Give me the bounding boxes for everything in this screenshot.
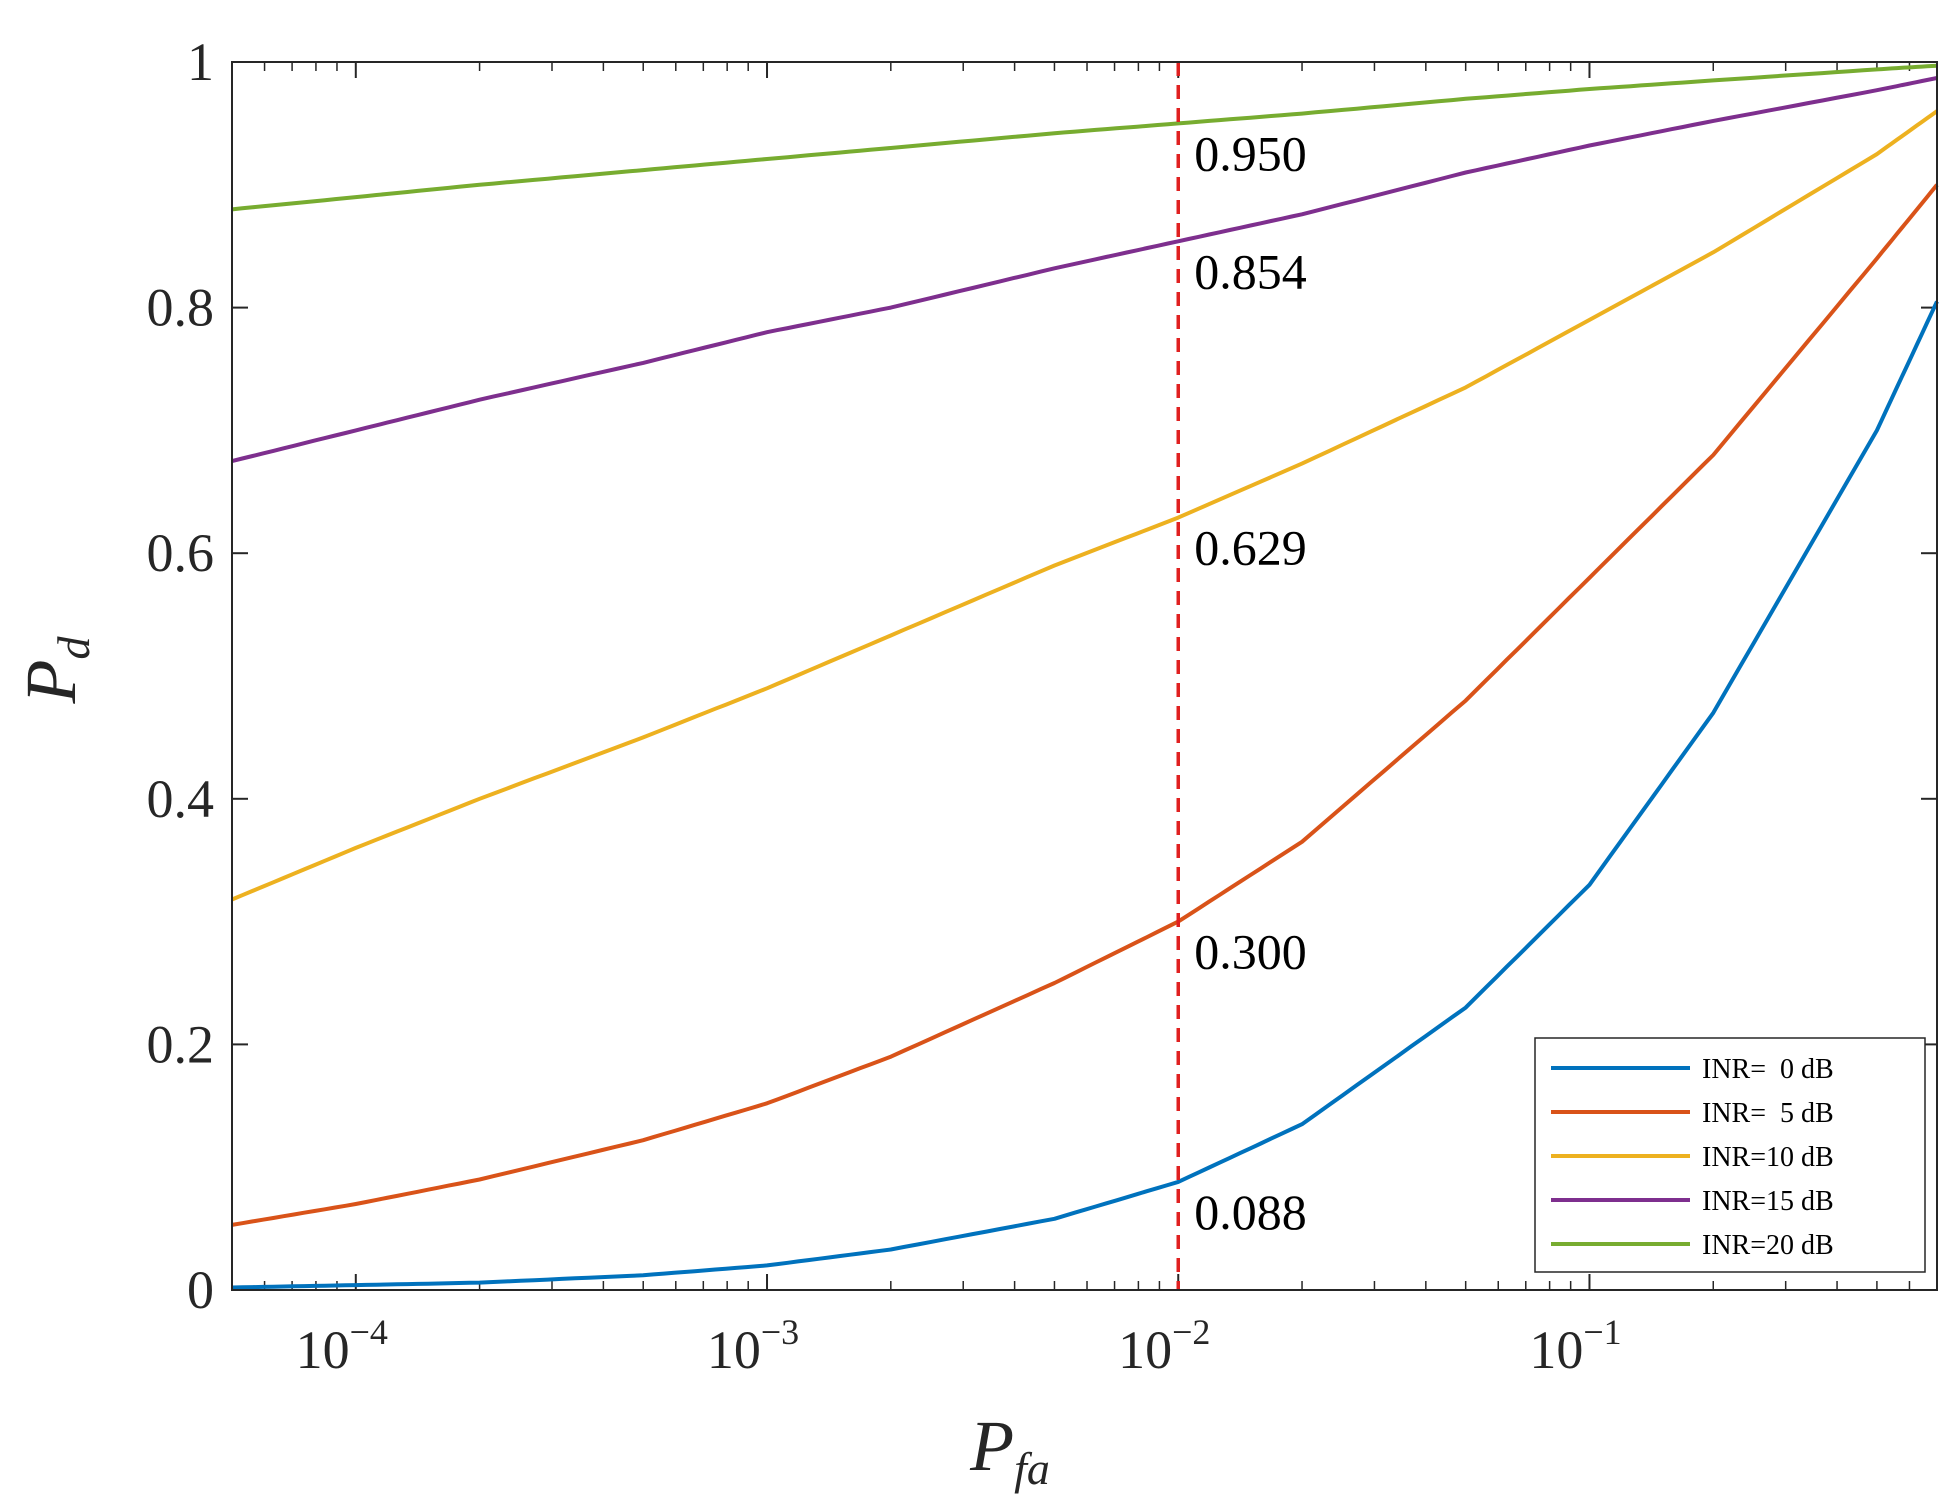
y-tick-label: 0.8 bbox=[147, 278, 215, 338]
series-line-4 bbox=[231, 63, 1938, 212]
series-line-0 bbox=[231, 300, 1939, 1290]
y-tick-labels: 0 0.2 0.4 0.6 0.8 1 bbox=[147, 32, 215, 1320]
x-tick-label-base: 10 bbox=[296, 1320, 350, 1380]
y-tick-label: 0.2 bbox=[147, 1014, 215, 1074]
value-annotation: 0.629 bbox=[1194, 520, 1307, 576]
y-axis-title: Pd bbox=[11, 636, 99, 705]
x-tick-label-base: 10 bbox=[1529, 1320, 1583, 1380]
value-annotation: 0.950 bbox=[1194, 125, 1307, 181]
x-tick-label-exp: −3 bbox=[761, 1312, 799, 1352]
legend-label-4: INR=20 dB bbox=[1702, 1230, 1834, 1261]
value-annotation: 0.300 bbox=[1194, 924, 1307, 980]
annotation-layer: 0.950 0.854 0.629 0.300 0.088 bbox=[1194, 125, 1307, 1240]
x-axis-title-sub: fa bbox=[1014, 1443, 1050, 1494]
x-tick-label: 10−3 bbox=[707, 1312, 799, 1380]
plot-frame bbox=[231, 61, 1938, 1291]
y-tick-label: 1 bbox=[187, 32, 214, 92]
series-line-1 bbox=[231, 183, 1939, 1227]
x-tick-label-exp: −4 bbox=[350, 1312, 388, 1352]
x-tick-label-exp: −2 bbox=[1172, 1312, 1210, 1352]
series-layer bbox=[231, 63, 1939, 1290]
y-tick-label: 0 bbox=[187, 1260, 214, 1320]
value-annotation: 0.088 bbox=[1194, 1184, 1307, 1240]
x-tick-label: 10−4 bbox=[296, 1312, 388, 1380]
series-line-2 bbox=[231, 109, 1939, 902]
y-tick-label: 0.6 bbox=[147, 523, 215, 583]
value-annotation: 0.854 bbox=[1194, 243, 1307, 299]
legend: INR= 0 dB INR= 5 dB INR=10 dB INR=15 dB INR=… bbox=[1534, 1037, 1926, 1273]
x-tick-labels: 10−4 10−3 10−2 10−1 bbox=[296, 1312, 1622, 1380]
x-tick-label-base: 10 bbox=[1118, 1320, 1172, 1380]
x-tick-label: 10−1 bbox=[1529, 1312, 1621, 1380]
y-axis-title-sub: d bbox=[48, 636, 99, 660]
x-axis-title-main: P bbox=[969, 1406, 1014, 1486]
x-tick-label-exp: −1 bbox=[1583, 1312, 1621, 1352]
legend-label-3: INR=15 dB bbox=[1702, 1186, 1834, 1217]
y-axis-title-main: P bbox=[11, 660, 91, 705]
legend-label-0: INR= 0 dB bbox=[1702, 1054, 1834, 1085]
legend-label-2: INR=10 dB bbox=[1702, 1142, 1834, 1173]
x-axis-title: Pfa bbox=[969, 1406, 1050, 1494]
y-tick-label: 0.4 bbox=[147, 769, 215, 829]
x-tick-label-base: 10 bbox=[707, 1320, 761, 1380]
legend-label-1: INR= 5 dB bbox=[1702, 1098, 1834, 1129]
series-line-3 bbox=[231, 76, 1938, 464]
x-tick-label: 10−2 bbox=[1118, 1312, 1210, 1380]
